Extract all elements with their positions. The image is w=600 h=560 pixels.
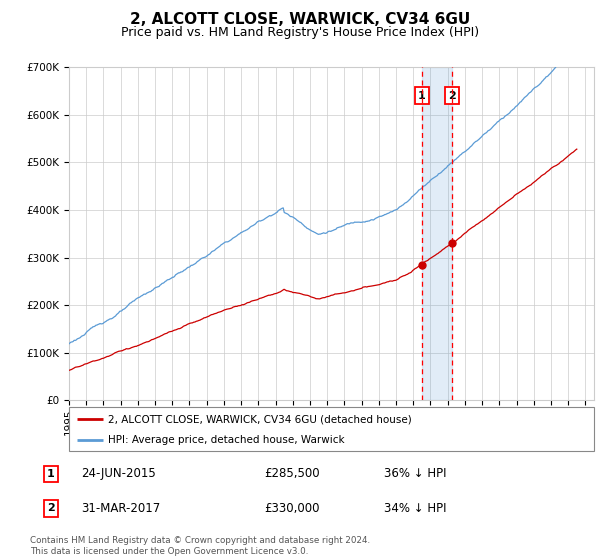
Bar	[422, 67, 452, 400]
Text: 2, ALCOTT CLOSE, WARWICK, CV34 6GU (detached house): 2, ALCOTT CLOSE, WARWICK, CV34 6GU (deta…	[109, 414, 412, 424]
Text: 34% ↓ HPI: 34% ↓ HPI	[384, 502, 446, 515]
Text: 24-JUN-2015: 24-JUN-2015	[81, 467, 156, 480]
Text: 2: 2	[47, 503, 55, 514]
Text: 1: 1	[47, 469, 55, 479]
Text: £330,000: £330,000	[264, 502, 320, 515]
Text: 1: 1	[418, 91, 425, 101]
Text: 2, ALCOTT CLOSE, WARWICK, CV34 6GU: 2, ALCOTT CLOSE, WARWICK, CV34 6GU	[130, 12, 470, 27]
Text: Contains HM Land Registry data © Crown copyright and database right 2024.
This d: Contains HM Land Registry data © Crown c…	[30, 536, 370, 556]
Text: £285,500: £285,500	[264, 467, 320, 480]
Text: HPI: Average price, detached house, Warwick: HPI: Average price, detached house, Warw…	[109, 435, 345, 445]
FancyBboxPatch shape	[69, 407, 594, 451]
Text: 2: 2	[448, 91, 456, 101]
Text: Price paid vs. HM Land Registry's House Price Index (HPI): Price paid vs. HM Land Registry's House …	[121, 26, 479, 39]
Text: 31-MAR-2017: 31-MAR-2017	[81, 502, 160, 515]
Text: 36% ↓ HPI: 36% ↓ HPI	[384, 467, 446, 480]
